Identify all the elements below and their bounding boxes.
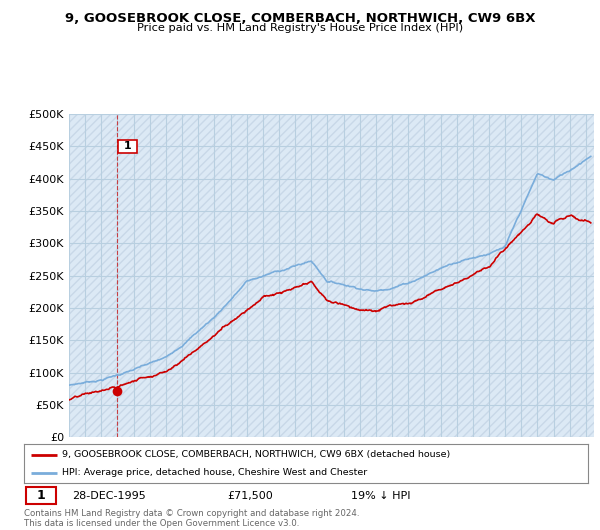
- Text: HPI: Average price, detached house, Cheshire West and Chester: HPI: Average price, detached house, Ches…: [62, 469, 368, 478]
- Text: 1: 1: [37, 489, 45, 502]
- Text: £71,500: £71,500: [227, 491, 273, 500]
- Text: Contains HM Land Registry data © Crown copyright and database right 2024.
This d: Contains HM Land Registry data © Crown c…: [24, 509, 359, 528]
- FancyBboxPatch shape: [26, 487, 56, 505]
- Text: 28-DEC-1995: 28-DEC-1995: [72, 491, 146, 500]
- Text: 9, GOOSEBROOK CLOSE, COMBERBACH, NORTHWICH, CW9 6BX (detached house): 9, GOOSEBROOK CLOSE, COMBERBACH, NORTHWI…: [62, 450, 451, 459]
- Text: 9, GOOSEBROOK CLOSE, COMBERBACH, NORTHWICH, CW9 6BX: 9, GOOSEBROOK CLOSE, COMBERBACH, NORTHWI…: [65, 12, 535, 25]
- Text: Price paid vs. HM Land Registry's House Price Index (HPI): Price paid vs. HM Land Registry's House …: [137, 23, 463, 33]
- Text: 1: 1: [120, 142, 135, 151]
- Text: 19% ↓ HPI: 19% ↓ HPI: [351, 491, 410, 500]
